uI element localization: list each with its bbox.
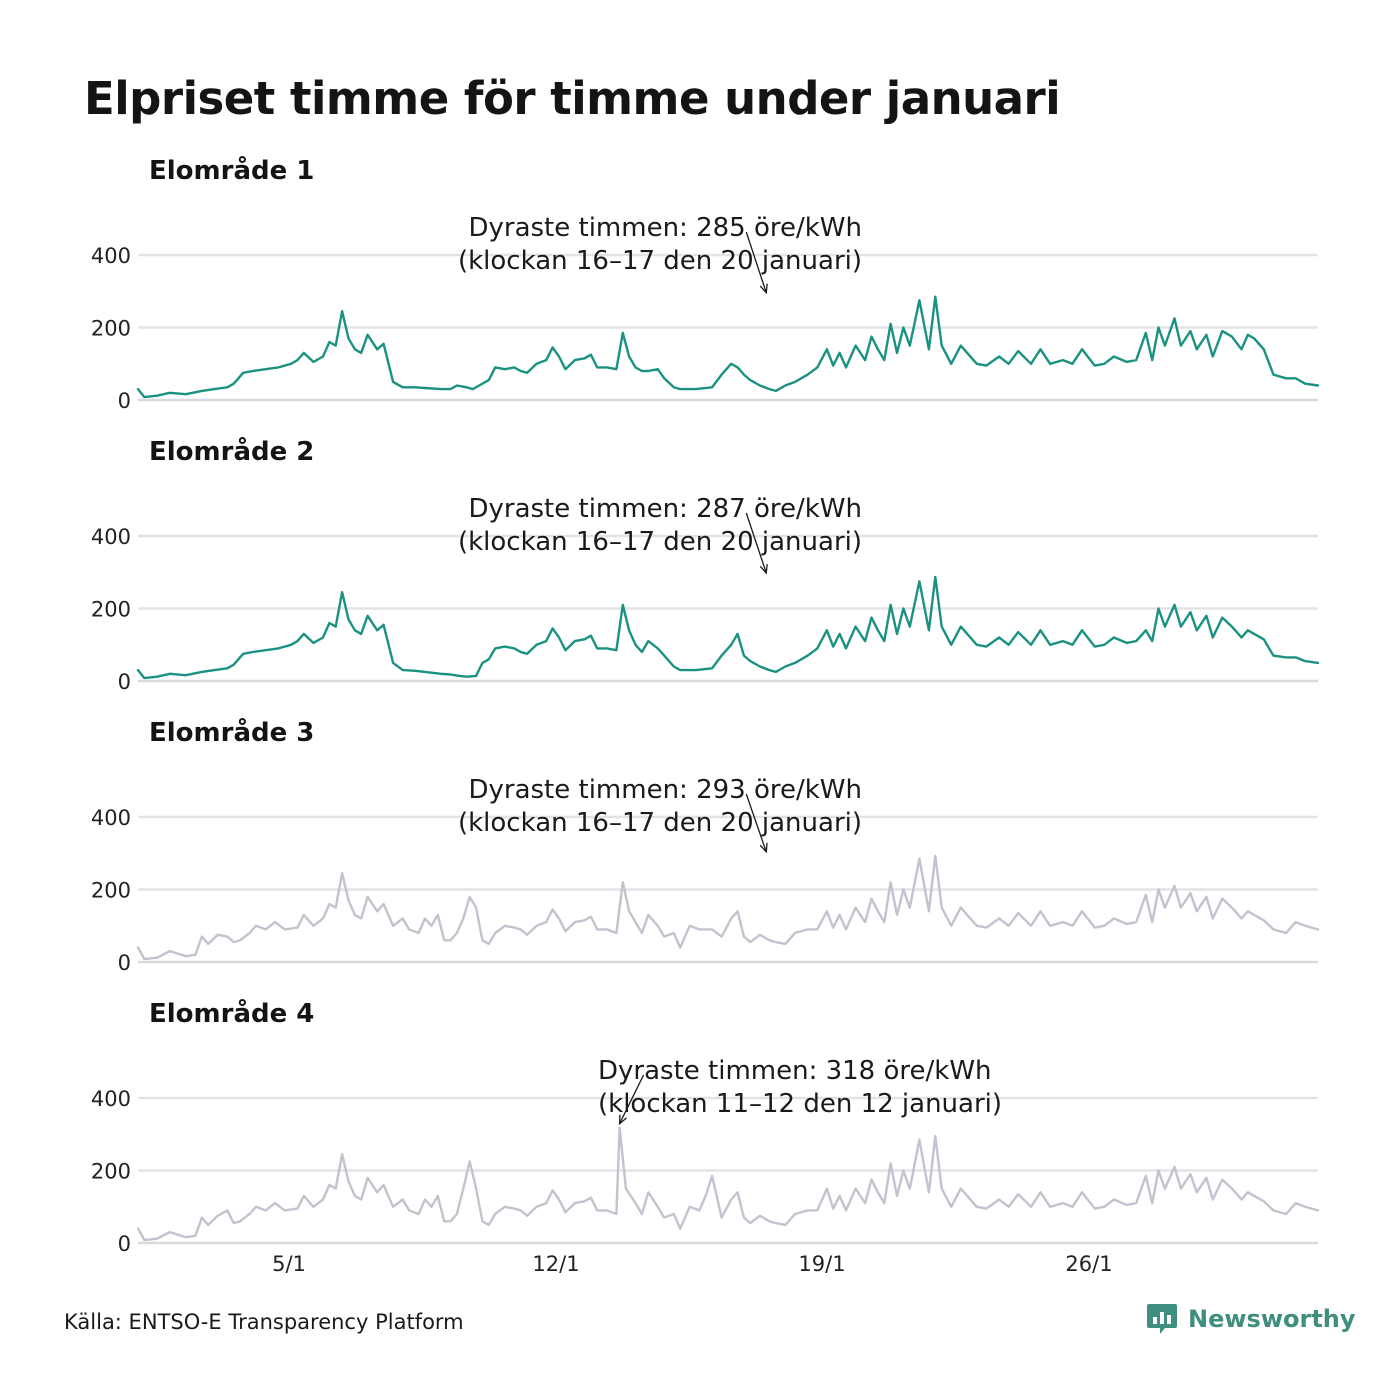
annotation-arrowhead [759,563,768,575]
annotation-arrowhead [618,1114,627,1126]
y-tick-label: 400 [91,1087,131,1111]
panel-title: Elområde 1 [149,154,314,186]
chart-svg: Elområde 2 0 200 400 Dyraste timmen: 287 öre… [91,435,1320,694]
chart-svg: Elområde 3 0 200 400 Dyraste timmen: 293 öre… [91,716,1320,975]
annotation-line-2: (klockan 16–17 den 20 januari) [458,808,862,838]
y-tick-label: 400 [91,525,131,549]
y-tick-label: 400 [91,244,131,268]
panel-title: Elområde 3 [149,716,314,748]
brand-name: Newsworthy [1188,1305,1356,1333]
annotation-arrow [745,512,767,574]
chart-panel-elomrade-4: Elområde 4 0 200 400 Dyraste timmen: 318 öre… [0,993,1400,1273]
chart-title: Elpriset timme för timme under januari [84,72,1061,125]
y-tick-label: 0 [118,670,131,694]
annotation-arrowhead [759,842,768,854]
brand-logo[interactable]: Newsworthy [1146,1302,1356,1336]
y-tick-label: 400 [91,806,131,830]
annotation-arrowhead [759,283,768,295]
annotation-line-1: Dyraste timmen: 293 öre/kWh [468,775,862,805]
chart-panel-elomrade-1: Elområde 1 0 200 400 Dyraste timmen: 285 öre… [0,150,1400,430]
chart-panel-elomrade-2: Elområde 2 0 200 400 Dyraste timmen: 287 öre… [0,431,1400,711]
y-tick-label: 0 [118,1232,131,1256]
annotation-arrow [618,1074,645,1125]
price-series-line [136,295,1320,399]
x-tick-label: 26/1 [1065,1252,1113,1276]
annotation-line-2: (klockan 11–12 den 12 januari) [598,1089,1002,1119]
y-tick-label: 200 [91,317,131,341]
price-series-line [136,1126,1320,1242]
source-note: Källa: ENTSO-E Transparency Platform [64,1310,464,1334]
annotation-line-1: Dyraste timmen: 287 öre/kWh [468,494,862,524]
annotation-arrow [745,793,767,853]
annotation-line-2: (klockan 16–17 den 20 januari) [458,246,862,276]
price-series-line [136,854,1320,961]
annotation-line-1: Dyraste timmen: 285 öre/kWh [468,213,862,243]
y-tick-label: 0 [118,951,131,975]
price-series-line [136,575,1320,680]
panel-title: Elområde 2 [149,435,314,467]
x-tick-label: 5/1 [272,1252,306,1276]
x-axis: 5/1 12/1 19/1 26/1 [0,1248,1400,1288]
y-tick-label: 0 [118,389,131,413]
chart-svg: Elområde 4 0 200 400 Dyraste timmen: 318 öre… [91,997,1320,1256]
x-tick-label: 12/1 [532,1252,580,1276]
panel-title: Elområde 4 [149,997,314,1029]
annotation-line-2: (klockan 16–17 den 20 januari) [458,527,862,557]
x-tick-label: 19/1 [798,1252,846,1276]
y-tick-label: 200 [91,1160,131,1184]
newsworthy-logo-icon [1147,1304,1177,1334]
chart-svg: Elområde 1 0 200 400 Dyraste timmen: 285 öre… [91,154,1320,413]
chart-panel-elomrade-3: Elområde 3 0 200 400 Dyraste timmen: 293 öre… [0,712,1400,992]
annotation-arrow [745,231,767,293]
y-tick-label: 200 [91,598,131,622]
y-tick-label: 200 [91,879,131,903]
annotation-line-1: Dyraste timmen: 318 öre/kWh [598,1056,992,1086]
